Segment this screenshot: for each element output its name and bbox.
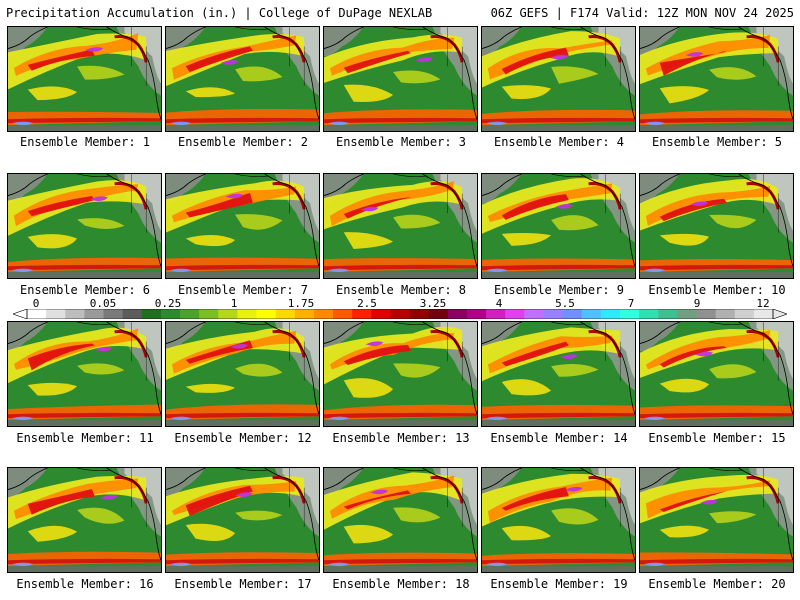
ensemble-member-label: Ensemble Member: 5 [651,135,783,149]
colorbar-segment [333,309,353,319]
ensemble-member-label: Ensemble Member: 19 [490,577,628,591]
colorbar-segment [199,309,219,319]
ensemble-member-label: Ensemble Member: 13 [332,431,470,445]
colorbar-segment [141,309,162,319]
ensemble-member-label: Ensemble Member: 3 [335,135,467,149]
colorbar-segment [734,309,755,319]
ensemble-member-map [481,26,636,132]
ensemble-member-map [165,26,320,132]
ensemble-member-map [639,321,794,427]
ensemble-member-map [165,467,320,573]
ensemble-member-map [639,26,794,132]
colorbar-segment [466,309,487,319]
colorbar-segment [543,309,564,319]
colorbar-segment [160,309,181,319]
colorbar-tick-label: 5.5 [555,297,575,310]
colorbar-segment [619,309,640,319]
ensemble-member-map [165,173,320,279]
colorbar-tick-label: 1 [230,297,238,310]
colorbar-tick-label: 1.75 [287,297,315,310]
colorbar-segment [237,309,258,319]
colorbar-segment [27,309,47,319]
colorbar-segment [84,309,105,319]
colorbar-tick-label: 3.25 [419,297,447,310]
colorbar-segment [46,309,66,319]
ensemble-member-map [323,467,478,573]
ensemble-member-label: Ensemble Member: 4 [493,135,625,149]
colorbar-segment [352,309,372,319]
ensemble-member-label: Ensemble Member: 6 [19,283,151,297]
colorbar-segment [486,309,506,319]
ensemble-member-label: Ensemble Member: 7 [177,283,309,297]
ensemble-member-map [7,173,162,279]
colorbar-tick-label: 0.05 [89,297,117,310]
ensemble-member-label: Ensemble Member: 17 [174,577,312,591]
ensemble-member-map [481,321,636,427]
ensemble-member-map [639,173,794,279]
colorbar-outline [26,309,774,319]
colorbar-segment [218,309,238,319]
colorbar-segment [562,309,583,319]
ensemble-member-label: Ensemble Member: 8 [335,283,467,297]
colorbar-tick-label: 0 [32,297,40,310]
colorbar-segment [180,309,200,319]
ensemble-member-label: Ensemble Member: 14 [490,431,628,445]
ensemble-member-label: Ensemble Member: 12 [174,431,312,445]
colorbar-segment [256,309,277,319]
colorbar [13,309,787,319]
colorbar-segment [294,309,315,319]
colorbar-tick-label: 2.5 [357,297,377,310]
ensemble-member-map [7,467,162,573]
ensemble-member-map [481,173,636,279]
map-title: Precipitation Accumulation (in.) | Colle… [6,6,433,20]
ensemble-member-label: Ensemble Member: 15 [648,431,786,445]
colorbar-tick-label: 9 [693,297,701,310]
colorbar-segment [103,309,124,319]
ensemble-member-label: Ensemble Member: 1 [19,135,151,149]
colorbar-segment [275,309,296,319]
colorbar-segment [600,309,621,319]
ensemble-member-label: Ensemble Member: 10 [648,283,786,297]
colorbar-tick-label: 12 [756,297,770,310]
colorbar-segment [524,309,544,319]
ensemble-member-label: Ensemble Member: 11 [16,431,154,445]
colorbar-segment [447,309,468,319]
colorbar-segment [581,309,602,319]
colorbar-segment [505,309,525,319]
ensemble-member-map [323,173,478,279]
colorbar-max-arrow [772,309,787,319]
colorbar-tick-label: 0.25 [154,297,182,310]
run-info: 06Z GEFS | F174 Valid: 12Z MON NOV 24 20… [490,6,794,20]
colorbar-segment [390,309,411,319]
colorbar-segment [696,309,717,319]
colorbar-segment [715,309,736,319]
ensemble-member-label: Ensemble Member: 20 [648,577,786,591]
colorbar-segment [677,309,697,319]
colorbar-segment [313,309,334,319]
colorbar-segment [409,309,430,319]
colorbar-segment [65,309,85,319]
ensemble-member-label: Ensemble Member: 16 [16,577,154,591]
ensemble-member-map [7,321,162,427]
ensemble-member-map [481,467,636,573]
colorbar-segment [658,309,678,319]
ensemble-member-label: Ensemble Member: 2 [177,135,309,149]
ensemble-member-map [165,321,320,427]
ensemble-member-label: Ensemble Member: 9 [493,283,625,297]
colorbar-segment [428,309,449,319]
colorbar-tick-label: 7 [627,297,635,310]
ensemble-member-map [323,321,478,427]
ensemble-member-map [639,467,794,573]
colorbar-tick-label: 4 [495,297,503,310]
colorbar-segment [753,309,774,319]
ensemble-member-label: Ensemble Member: 18 [332,577,470,591]
colorbar-segment [639,309,659,319]
ensemble-member-map [323,26,478,132]
colorbar-tick-labels: 0 0.05 0.25 1 1.75 2.5 3.25 4 5.5 7 9 12 [0,297,800,310]
colorbar-segment [371,309,391,319]
ensemble-member-map [7,26,162,132]
colorbar-min-arrow [13,309,28,319]
colorbar-segment [122,309,143,319]
